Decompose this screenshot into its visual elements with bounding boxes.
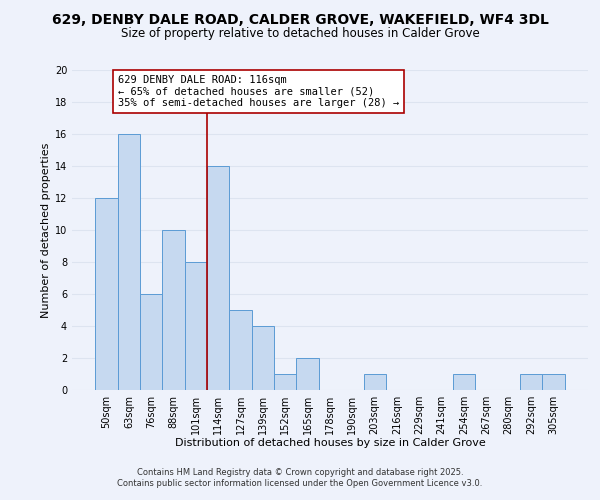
Bar — [296, 358, 319, 390]
Text: Size of property relative to detached houses in Calder Grove: Size of property relative to detached ho… — [121, 28, 479, 40]
X-axis label: Distribution of detached houses by size in Calder Grove: Distribution of detached houses by size … — [175, 438, 485, 448]
Bar — [453, 374, 475, 390]
Text: 629, DENBY DALE ROAD, CALDER GROVE, WAKEFIELD, WF4 3DL: 629, DENBY DALE ROAD, CALDER GROVE, WAKE… — [52, 12, 548, 26]
Bar — [542, 374, 565, 390]
Bar — [140, 294, 163, 390]
Bar — [163, 230, 185, 390]
Bar — [364, 374, 386, 390]
Bar — [252, 326, 274, 390]
Text: 629 DENBY DALE ROAD: 116sqm
← 65% of detached houses are smaller (52)
35% of sem: 629 DENBY DALE ROAD: 116sqm ← 65% of det… — [118, 75, 399, 108]
Bar — [118, 134, 140, 390]
Y-axis label: Number of detached properties: Number of detached properties — [41, 142, 50, 318]
Bar — [95, 198, 118, 390]
Bar — [274, 374, 296, 390]
Text: Contains HM Land Registry data © Crown copyright and database right 2025.
Contai: Contains HM Land Registry data © Crown c… — [118, 468, 482, 487]
Bar — [185, 262, 207, 390]
Bar — [207, 166, 229, 390]
Bar — [229, 310, 252, 390]
Bar — [520, 374, 542, 390]
